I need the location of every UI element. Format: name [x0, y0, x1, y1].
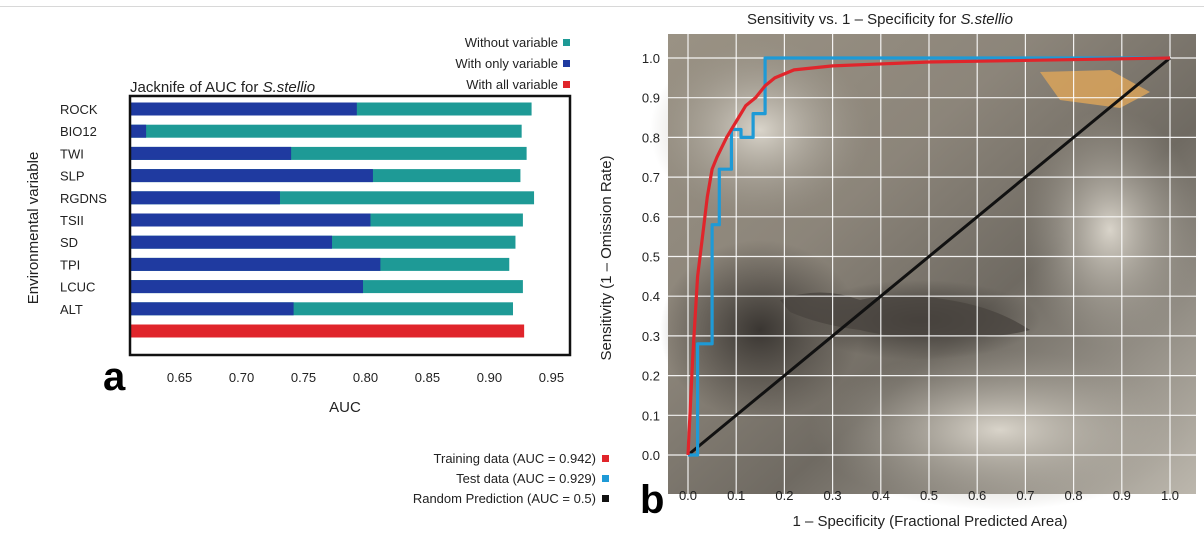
x-tick-label: 0.95 [539, 370, 564, 385]
category-label: TSII [60, 213, 84, 228]
jackknife-plot-frame [128, 94, 572, 357]
panel-a-letter: a [103, 355, 126, 399]
jackknife-category-labels: ROCK BIO12 TWI SLP RGDNS TSII SD TPI LCUC ALT [60, 102, 107, 317]
legend-label: With all variable [466, 77, 558, 92]
roc-x-ticks: 0.0 0.1 0.2 0.3 0.4 0.5 0.6 0.7 0.8 0.9 1.0 [679, 488, 1179, 503]
x-tick-label: 0.5 [920, 488, 938, 503]
bar-only-bio12 [130, 124, 147, 138]
roc-series-training [686, 56, 1171, 456]
legend-swatch [602, 475, 609, 482]
x-tick-label: 0.7 [1016, 488, 1034, 503]
bar-only-rgdns [130, 191, 280, 205]
legend-label: With only variable [455, 56, 558, 71]
jackknife-legend: Without variable With only variable With a… [455, 35, 570, 92]
x-tick-label: 0.65 [167, 370, 192, 385]
legend-swatch [563, 60, 570, 67]
x-tick-label: 0.1 [727, 488, 745, 503]
roc-title-prefix: Sensitivity vs. 1 – Specificity for [747, 11, 960, 28]
category-label: BIO12 [60, 124, 97, 139]
y-tick-label: 0.7 [642, 170, 660, 185]
bar-only-slp [130, 169, 373, 183]
category-label: ALT [60, 302, 83, 317]
jackknife-x-axis-title: AUC [329, 399, 361, 416]
panel-b-letter: b [640, 478, 664, 522]
legend-label: Training data (AUC = 0.942) [434, 451, 596, 466]
roc-grid [668, 34, 1196, 494]
x-tick-label: 0.70 [229, 370, 254, 385]
y-tick-label: 1.0 [642, 51, 660, 66]
x-tick-label: 0.0 [679, 488, 697, 503]
bar-only-twi [130, 146, 292, 160]
bar-only-tsii [130, 213, 371, 227]
jackknife-x-ticks: 0.65 0.70 0.75 0.80 0.85 0.90 0.95 [167, 370, 564, 385]
bar-only-sd [130, 235, 333, 249]
x-tick-label: 0.8 [1065, 488, 1083, 503]
lizard-photo-background [650, 34, 1200, 510]
jackknife-auc-chart: Without variable With only variable With a… [25, 35, 596, 506]
x-tick-label: 1.0 [1161, 488, 1179, 503]
legend-swatch [563, 39, 570, 46]
x-tick-label: 0.85 [415, 370, 440, 385]
y-tick-label: 0.2 [642, 369, 660, 384]
top-divider [0, 6, 1204, 7]
roc-series [602, 56, 1171, 502]
x-tick-label: 0.6 [968, 488, 986, 503]
y-tick-label: 0.9 [642, 91, 660, 106]
legend-swatch [602, 455, 609, 462]
x-tick-label: 0.4 [872, 488, 890, 503]
y-tick-label: 0.0 [642, 448, 660, 463]
bar-only-rock [130, 102, 357, 116]
roc-title-species: S.stellio [960, 11, 1013, 28]
legend-label: Test data (AUC = 0.929) [456, 471, 596, 486]
category-label: SD [60, 235, 78, 250]
jackknife-title-prefix: Jacknife of AUC for [130, 79, 263, 96]
y-tick-label: 0.8 [642, 130, 660, 145]
roc-chart-title: Sensitivity vs. 1 – Specificity for S.st… [747, 11, 1013, 28]
bar-only-lcuc [130, 280, 364, 294]
legend-swatch [602, 495, 609, 502]
jackknife-bars [130, 102, 535, 338]
jackknife-chart-title: Jacknife of AUC for S.stellio [130, 79, 315, 96]
bar-with-all-variables [130, 324, 525, 338]
x-tick-label: 0.75 [291, 370, 316, 385]
category-label: ROCK [60, 102, 98, 117]
jackknife-title-species: S.stellio [263, 79, 316, 96]
y-tick-label: 0.4 [642, 289, 660, 304]
roc-y-ticks: 0.0 0.1 0.2 0.3 0.4 0.5 0.6 0.7 0.8 0.9 1.0 [642, 51, 660, 463]
roc-y-axis-title: Sensitivity (1 – Omission Rate) [600, 155, 615, 360]
y-tick-label: 0.1 [642, 408, 660, 423]
x-tick-label: 0.3 [824, 488, 842, 503]
jackknife-y-axis-title: Environmental variable [25, 152, 42, 305]
category-label: TWI [60, 146, 84, 161]
bar-without-bio12 [130, 124, 522, 138]
x-tick-label: 0.9 [1113, 488, 1131, 503]
bar-only-alt [130, 302, 294, 316]
y-tick-label: 0.5 [642, 250, 660, 265]
y-tick-label: 0.6 [642, 210, 660, 225]
legend-label: Random Prediction (AUC = 0.5) [413, 491, 596, 506]
category-label: TPI [60, 257, 80, 272]
x-tick-label: 0.2 [775, 488, 793, 503]
roc-curve-chart: Sensitivity vs. 1 – Specificity for S.st… [600, 11, 1200, 530]
bar-only-tpi [130, 257, 381, 271]
roc-x-axis-title: 1 – Specificity (Fractional Predicted Ar… [792, 513, 1067, 530]
roc-legend: Training data (AUC = 0.942) Test data (AU… [413, 451, 596, 506]
legend-label: Without variable [465, 35, 558, 50]
category-label: RGDNS [60, 191, 107, 206]
x-tick-label: 0.80 [353, 370, 378, 385]
y-tick-label: 0.3 [642, 329, 660, 344]
category-label: SLP [60, 169, 85, 184]
roc-series-random [687, 56, 1171, 457]
category-label: LCUC [60, 280, 95, 295]
x-tick-label: 0.90 [477, 370, 502, 385]
legend-swatch [563, 81, 570, 88]
